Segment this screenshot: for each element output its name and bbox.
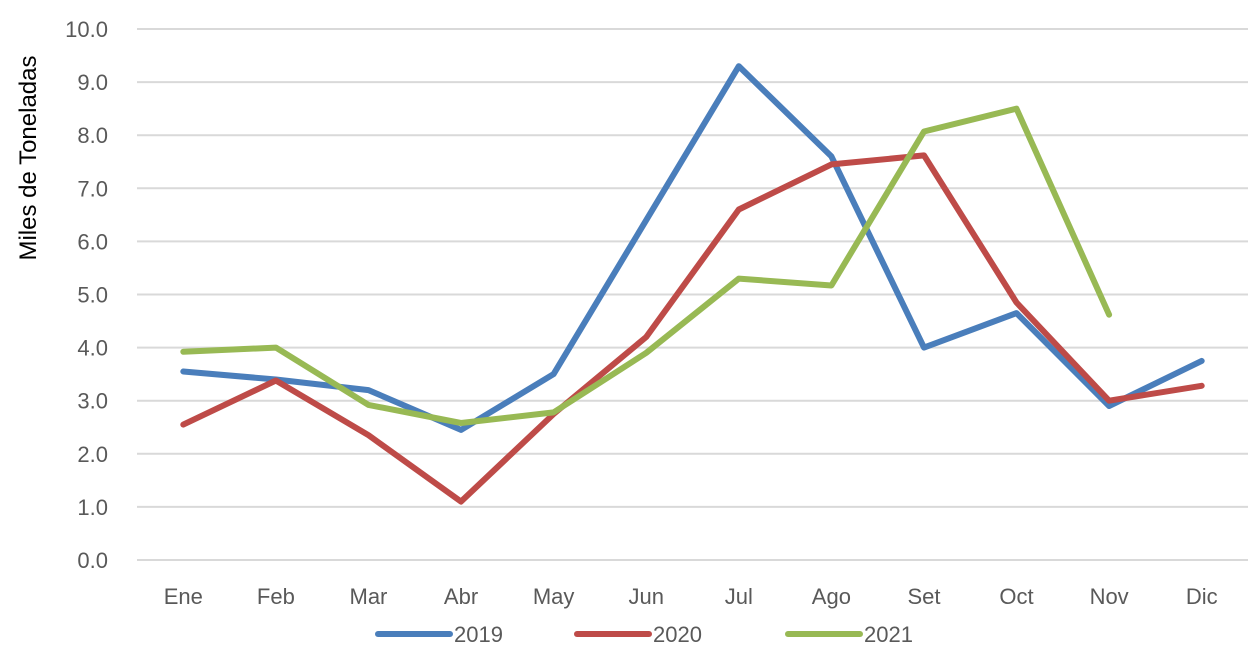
series-line-2021 xyxy=(180,105,1113,426)
series-lines xyxy=(180,63,1205,505)
y-tick-label: 9.0 xyxy=(77,70,108,95)
x-tick-label: Ene xyxy=(164,584,203,609)
legend-label-2019: 2019 xyxy=(454,622,503,647)
y-tick-label: 7.0 xyxy=(77,176,108,201)
y-tick-label: 10.0 xyxy=(65,17,108,42)
x-tick-label: Dic xyxy=(1186,584,1218,609)
y-tick-label: 1.0 xyxy=(77,495,108,520)
series-line-2019 xyxy=(180,63,1205,433)
y-tick-label: 6.0 xyxy=(77,229,108,254)
x-tick-label: Oct xyxy=(999,584,1033,609)
x-axis-ticks: Ene Feb Mar Abr May Jun Jul Ago Set Oct Nov Dic xyxy=(164,584,1218,609)
y-tick-label: 3.0 xyxy=(77,389,108,414)
y-tick-label: 5.0 xyxy=(77,283,108,308)
x-tick-label: Set xyxy=(907,584,940,609)
y-axis-title: Miles de Toneladas xyxy=(15,55,42,260)
series-line-2020 xyxy=(180,152,1205,505)
legend-label-2020: 2020 xyxy=(653,622,702,647)
x-tick-label: Abr xyxy=(444,584,478,609)
y-tick-label: 0.0 xyxy=(77,548,108,573)
x-tick-label: Mar xyxy=(350,584,388,609)
x-tick-label: Jul xyxy=(725,584,753,609)
x-tick-label: Jun xyxy=(628,584,663,609)
y-tick-label: 2.0 xyxy=(77,442,108,467)
gridlines xyxy=(137,28,1248,561)
legend-label-2021: 2021 xyxy=(864,622,913,647)
x-tick-label: May xyxy=(533,584,575,609)
x-tick-label: Feb xyxy=(257,584,295,609)
x-tick-label: Nov xyxy=(1090,584,1129,609)
y-tick-label: 4.0 xyxy=(77,336,108,361)
y-axis-ticks: 0.0 1.0 2.0 3.0 4.0 5.0 6.0 7.0 8.0 9.0 10.0 xyxy=(65,17,108,573)
y-tick-label: 8.0 xyxy=(77,123,108,148)
x-tick-label: Ago xyxy=(812,584,851,609)
legend: 2019 2020 2021 xyxy=(375,622,913,647)
